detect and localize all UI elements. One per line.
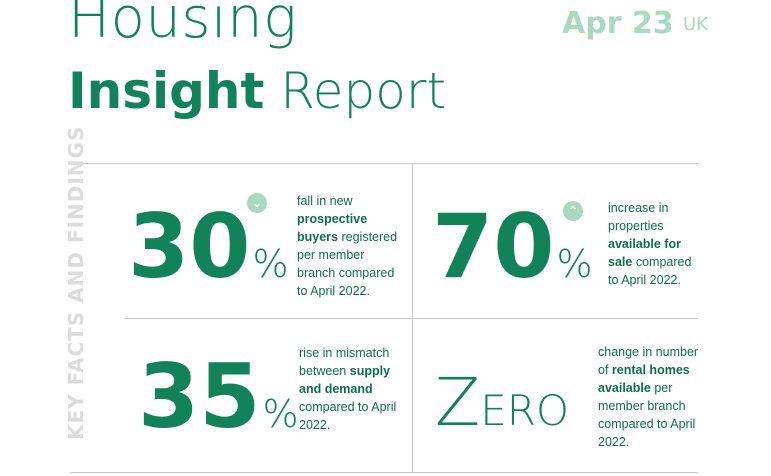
fact-4-description: change in number of rental homes availab…: [598, 345, 699, 449]
bottom-divider: [70, 472, 698, 473]
side-label: KEY FACTS AND FINDINGS: [64, 125, 88, 440]
title-line-2: Insight Report: [68, 62, 446, 120]
fact-2-description: increase in properties available for sal…: [608, 201, 692, 287]
middle-divider: [124, 318, 698, 319]
fact-4-number: ZERO: [435, 364, 569, 441]
fact-3-number: 35%: [138, 345, 299, 448]
chevron-down-icon: ⌄: [247, 193, 267, 213]
top-divider: [70, 163, 698, 164]
center-divider: [412, 163, 413, 472]
fact-1-number: 30%: [128, 195, 289, 298]
chevron-up-icon: ⌃: [563, 201, 583, 221]
report-country: UK: [683, 14, 708, 35]
fact-3-description: rise in mismatch between supply and dema…: [299, 346, 397, 432]
title-report: Report: [280, 62, 447, 120]
report-date: Apr 23: [562, 6, 674, 41]
fact-1-description: fall in new prospective buyers registere…: [297, 194, 398, 298]
fact-2-number: 70%: [432, 195, 593, 298]
title-insight: Insight: [68, 62, 265, 120]
title-line-1: Housing: [68, 0, 298, 51]
